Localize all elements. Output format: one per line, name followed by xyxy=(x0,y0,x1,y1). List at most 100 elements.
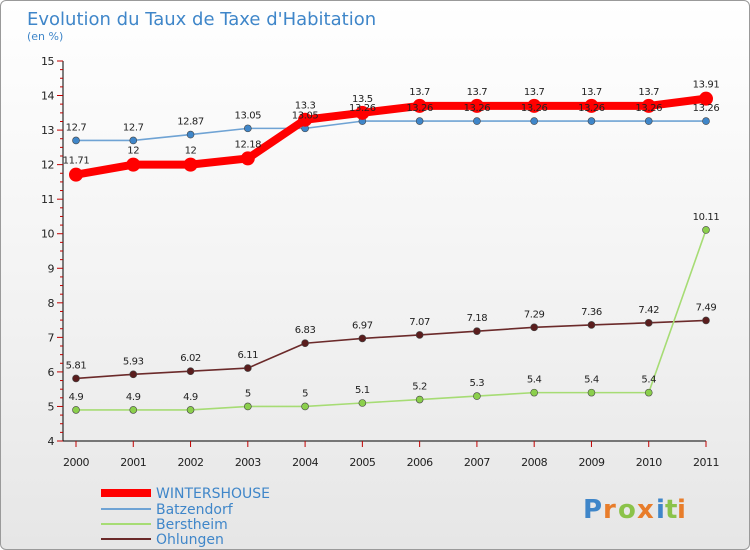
x-tick-label: 2002 xyxy=(178,456,204,469)
x-tick-label: 2008 xyxy=(521,456,547,469)
data-labels: 11.71 12 12 12.18 13.3 13.5 13.7 13.7 13.7 13.7 13… xyxy=(63,80,720,403)
data-point xyxy=(186,367,195,376)
data-label: 7.18 xyxy=(467,313,488,324)
legend-item: Batzendorf xyxy=(101,502,234,518)
data-label: 13.26 xyxy=(406,103,433,114)
logo-letter: i xyxy=(656,495,665,525)
data-label: 6.83 xyxy=(295,325,316,336)
logo-letter: t xyxy=(665,495,677,525)
data-point xyxy=(584,98,599,113)
y-tick-label: 15 xyxy=(41,55,54,68)
series-line xyxy=(76,229,707,411)
data-point xyxy=(186,406,195,414)
y-tick-label: 14 xyxy=(41,90,54,103)
legend-item: Berstheim xyxy=(101,517,228,533)
x-tick-label: 2009 xyxy=(578,456,604,469)
series-berstheim xyxy=(72,226,710,414)
legend-label: Ohlungen xyxy=(156,532,224,548)
data-label: 12.18 xyxy=(234,139,261,150)
data-point xyxy=(412,98,427,113)
data-point xyxy=(587,321,596,329)
data-point xyxy=(587,388,596,397)
series-line xyxy=(75,94,707,179)
data-label: 5.93 xyxy=(123,356,144,367)
logo-letter: P xyxy=(583,495,602,525)
data-point xyxy=(355,105,370,120)
data-label: 13.7 xyxy=(467,87,488,98)
y-tick-label: 7 xyxy=(48,331,55,344)
series-wintershouse xyxy=(69,91,713,182)
data-point xyxy=(415,395,424,404)
series-ohlungen xyxy=(72,316,710,383)
series-batzendorf xyxy=(72,117,710,145)
data-point xyxy=(530,323,538,332)
data-point xyxy=(301,339,309,348)
x-tick-label: 2010 xyxy=(636,456,662,469)
y-tick-label: 11 xyxy=(41,193,54,206)
data-point xyxy=(129,406,138,414)
data-label: 13.91 xyxy=(693,80,720,91)
x-tick-label: 2007 xyxy=(464,456,490,469)
data-point xyxy=(69,167,83,182)
data-point xyxy=(473,117,481,125)
data-point xyxy=(644,319,653,327)
data-label: 4.9 xyxy=(126,392,141,403)
series-line xyxy=(75,319,707,380)
data-point xyxy=(298,112,313,127)
data-label: 4.9 xyxy=(69,392,84,403)
data-label: 13.5 xyxy=(352,94,373,105)
data-point xyxy=(244,124,252,133)
data-label: 5 xyxy=(245,388,251,399)
y-tick-label: 8 xyxy=(48,297,55,310)
data-point xyxy=(469,98,484,113)
data-point xyxy=(244,402,252,411)
data-label: 5.1 xyxy=(355,385,370,396)
data-label: 12 xyxy=(127,146,139,157)
y-tick-label: 12 xyxy=(41,159,54,172)
data-point xyxy=(699,91,713,106)
data-point xyxy=(530,117,538,125)
x-tick-label: 2006 xyxy=(407,456,433,469)
data-point xyxy=(126,157,141,172)
y-tick-label: 13 xyxy=(41,124,54,137)
chart-subtitle: (en %) xyxy=(27,30,63,43)
data-point xyxy=(186,130,195,139)
data-label: 4.9 xyxy=(183,392,198,403)
logo-letter: r xyxy=(603,495,616,525)
data-label: 10.11 xyxy=(693,212,720,223)
data-point xyxy=(644,388,653,397)
data-label: 5.4 xyxy=(584,375,599,386)
legend-label: WINTERSHOUSE xyxy=(156,486,270,502)
data-label: 13.7 xyxy=(409,87,430,98)
data-label: 13.26 xyxy=(635,103,662,114)
data-point xyxy=(702,226,710,234)
data-point xyxy=(473,327,481,335)
x-tick-label: 2003 xyxy=(235,456,261,469)
x-tick-label: 2001 xyxy=(120,456,146,469)
data-label: 13.7 xyxy=(638,87,659,98)
data-label: 13.7 xyxy=(581,87,602,98)
legend-label: Batzendorf xyxy=(156,502,234,518)
data-label: 5.2 xyxy=(412,382,427,393)
data-label: 13.3 xyxy=(295,101,316,112)
data-label: 7.07 xyxy=(409,317,430,328)
data-point xyxy=(240,151,255,166)
data-label: 5.4 xyxy=(527,375,542,386)
legend-item: WINTERSHOUSE xyxy=(101,486,270,502)
data-point xyxy=(641,98,656,113)
y-tick-label: 9 xyxy=(48,262,55,275)
data-label: 13.26 xyxy=(578,103,605,114)
data-label: 12.87 xyxy=(177,117,204,128)
x-tick-label: 2005 xyxy=(349,456,375,469)
data-label: 6.11 xyxy=(237,350,258,361)
data-point xyxy=(72,406,80,414)
data-label: 7.29 xyxy=(524,309,545,320)
data-label: 13.26 xyxy=(464,103,491,114)
data-label: 13.05 xyxy=(292,110,319,121)
data-label: 13.26 xyxy=(521,103,548,114)
chart-title: Evolution du Taux de Taxe d'Habitation xyxy=(27,9,376,30)
data-label: 13.26 xyxy=(693,103,720,114)
